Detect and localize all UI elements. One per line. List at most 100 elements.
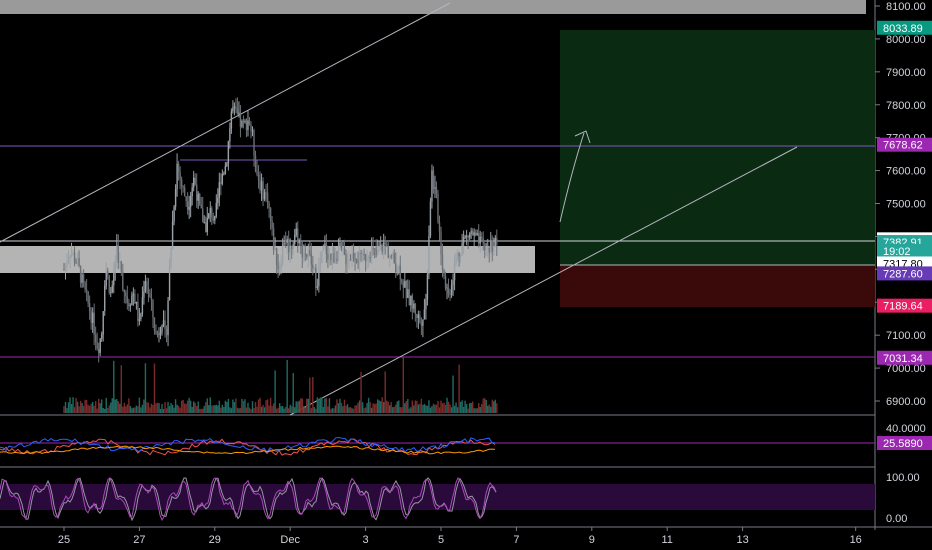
date-tick-label: 16 <box>850 534 862 546</box>
candle-body <box>188 206 190 210</box>
candle-body <box>426 274 429 300</box>
volume-bar <box>173 407 175 413</box>
volume-bar <box>476 408 478 413</box>
volume-bar <box>271 405 273 413</box>
candle-body <box>351 253 353 261</box>
candle-body <box>263 192 266 200</box>
candle-body <box>334 258 337 263</box>
candle-body <box>176 163 178 189</box>
candle-body <box>82 274 85 283</box>
volume-bar <box>456 407 459 413</box>
volume-bar <box>467 408 469 413</box>
candle-body <box>182 186 184 188</box>
volume-bar <box>348 407 350 413</box>
volume-bar <box>146 402 148 413</box>
volume-bar <box>325 397 328 413</box>
volume-bar <box>135 405 138 413</box>
profit-zone[interactable] <box>560 30 875 265</box>
volume-bar <box>294 407 296 413</box>
volume-bar <box>242 400 245 413</box>
candle-body <box>125 292 127 297</box>
volume-bar <box>132 407 135 413</box>
volume-bar <box>336 399 338 413</box>
price-tick-label: 8000.00 <box>886 34 926 46</box>
price-tick-label: 7100.00 <box>886 330 926 342</box>
volume-bar <box>345 405 347 413</box>
volume-bar <box>116 399 118 413</box>
candle-body <box>141 297 144 314</box>
candle-body <box>419 314 421 323</box>
candle-body <box>435 187 438 194</box>
volume-bar <box>108 405 110 413</box>
volume-bar <box>417 404 420 413</box>
projection-arrow[interactable] <box>559 130 591 223</box>
price-scale[interactable]: 8100.008000.007900.007800.007700.007600.… <box>875 1 932 408</box>
candle-body <box>479 236 481 244</box>
candle-body <box>399 265 401 280</box>
candle-body <box>432 170 435 189</box>
candle-body <box>291 246 293 249</box>
candle-body <box>416 313 418 319</box>
candle-body <box>301 243 303 258</box>
candle-body <box>205 222 207 233</box>
volume-bar <box>161 403 163 413</box>
candle-body <box>410 295 412 306</box>
candle-body <box>241 120 243 127</box>
candle-body <box>248 120 251 125</box>
candle-body <box>449 294 451 296</box>
volume-bar <box>208 405 210 413</box>
price-tick-label: 7800.00 <box>886 100 926 112</box>
volume-bar <box>484 398 486 413</box>
candle-body <box>149 293 151 297</box>
upper-trend-line[interactable] <box>0 2 451 243</box>
volume-bar <box>214 405 216 413</box>
volume-bar <box>167 401 169 413</box>
candle-body <box>104 285 106 312</box>
candle-body <box>185 196 187 202</box>
volume-bar <box>470 402 472 413</box>
volume-bar <box>272 403 275 413</box>
candle-body <box>156 334 159 336</box>
volume-bar <box>147 402 150 413</box>
loss-zone[interactable] <box>560 265 875 307</box>
volume-bar <box>481 404 483 413</box>
volume-bar <box>205 402 207 413</box>
volume-bar <box>286 359 288 413</box>
volume-bar <box>150 403 153 413</box>
candle-body <box>208 213 210 218</box>
date-tick-label: 7 <box>513 534 519 546</box>
candle-body <box>223 173 225 175</box>
volume-bar <box>180 400 183 413</box>
resistance-box[interactable] <box>0 0 866 14</box>
volume-bar <box>170 403 172 413</box>
candle-body <box>491 240 493 252</box>
candle-body <box>275 247 278 265</box>
candle-body <box>422 319 424 326</box>
candle-body <box>318 267 320 287</box>
candle-body <box>146 281 148 288</box>
volume-bar <box>113 360 115 413</box>
candle-body <box>265 192 267 194</box>
price-badge <box>877 20 932 35</box>
price-tick-label: 7900.00 <box>886 67 926 79</box>
candle-body <box>69 255 71 258</box>
candle-body <box>233 106 236 108</box>
support-box[interactable] <box>0 246 535 273</box>
candle-body <box>218 182 221 198</box>
candle-body <box>331 253 334 261</box>
volume-bar <box>76 401 79 413</box>
lower-trend-line[interactable] <box>289 146 798 416</box>
candle-body <box>417 314 420 319</box>
candle-body <box>192 177 195 188</box>
candle-body <box>313 267 316 269</box>
volume-bar <box>253 408 255 413</box>
date-axis[interactable]: 25 27 29 Dec 3 5 7 9 11 13 16 <box>58 527 862 546</box>
volume-bar <box>471 401 474 413</box>
stoch-pane <box>0 476 875 522</box>
candle-body <box>122 271 124 290</box>
candle-body <box>158 333 160 335</box>
volume-bar <box>432 403 435 413</box>
candle-body <box>132 293 135 296</box>
volume-bar <box>364 407 367 413</box>
